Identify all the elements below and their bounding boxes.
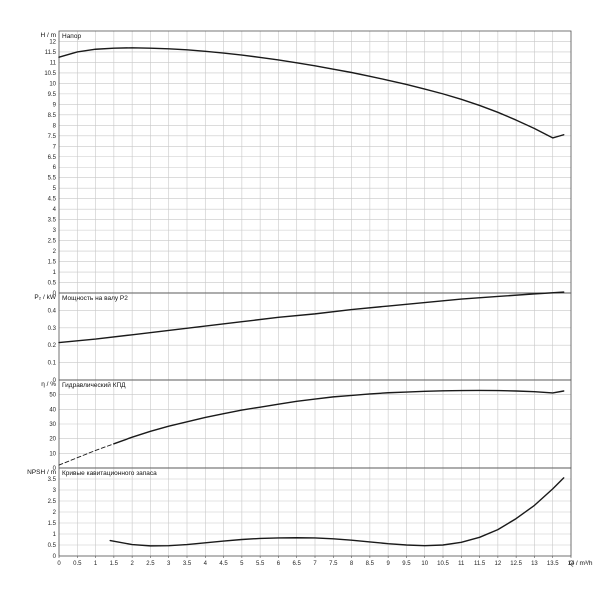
x-tick-label: 9 <box>386 561 390 567</box>
x-tick-label: 10 <box>421 561 428 567</box>
y-tick-label: 4.5 <box>48 197 57 203</box>
panel-title: Напор <box>62 33 81 40</box>
panel-title: Гидравлический КПД <box>62 381 126 389</box>
series-line-head <box>58 47 565 139</box>
panel-title: Кривые кавитационного запаса <box>62 470 157 477</box>
x-tick-label: 2.5 <box>146 561 155 567</box>
panel-efficiency: 0 10 20 30 40 50 η / % Гидравлический КПД <box>41 379 572 472</box>
x-tick-label: 13 <box>531 561 538 567</box>
y-tick-label: 1.5 <box>48 260 57 266</box>
y-tick-label: 2.5 <box>48 499 57 505</box>
y-tick-label: 12 <box>49 39 56 45</box>
x-tick-label: 7 <box>313 561 317 567</box>
y-tick-label: 2.5 <box>48 239 57 245</box>
y-tick-label: 11.5 <box>45 50 57 56</box>
y-tick-label: 0.3 <box>48 326 57 332</box>
x-tick-label: 1.5 <box>110 561 119 567</box>
series-line-efficiency <box>58 443 115 466</box>
y-tick-label: 40 <box>49 407 56 413</box>
x-tick-label: 3.5 <box>183 561 192 567</box>
y-tick-label: 7.5 <box>48 134 57 140</box>
x-tick-label: 6 <box>277 561 281 567</box>
x-tick-label: 8 <box>350 561 354 567</box>
x-tick-label: 6.5 <box>293 561 302 567</box>
x-tick-label: 2 <box>130 561 134 567</box>
y-tick-label: 7 <box>53 144 57 150</box>
y-tick-label: 0.5 <box>48 543 57 549</box>
y-tick-label: 0.4 <box>48 308 57 314</box>
y-tick-label: 3.5 <box>48 218 57 224</box>
y-tick-label: 4 <box>53 207 57 213</box>
grid-head <box>58 31 572 294</box>
x-tick-label: 13.5 <box>547 561 559 567</box>
x-tick-label: 12.5 <box>510 561 522 567</box>
y-tick-label: 50 <box>49 393 56 399</box>
y-tick-label: 11 <box>50 60 57 66</box>
x-tick-label: 7.5 <box>329 561 338 567</box>
x-axis: Q / m³/h 0 0.5 1 1.5 2 2.5 3 3.5 4 4.5 5 5.5 6 6.5 7 7.… <box>57 556 593 567</box>
x-tick-label: 4.5 <box>219 561 228 567</box>
series-line-npsh <box>109 477 565 547</box>
x-tick-label: 0.5 <box>73 561 82 567</box>
y-tick-label: 0.1 <box>48 361 57 367</box>
y-axis-label: NPSH / m <box>27 469 56 476</box>
y-tick-label: 10 <box>49 81 56 87</box>
panel-title: Мощность на валу P2 <box>62 295 128 302</box>
y-tick-label: 5 <box>53 186 57 192</box>
y-tick-label: 0 <box>53 466 57 472</box>
y-tick-label: 1 <box>53 270 57 276</box>
y-tick-label: 5.5 <box>48 176 57 182</box>
x-tick-label: 11 <box>458 561 465 567</box>
y-axis-label: P₂ / kW <box>34 294 57 301</box>
y-tick-label: 9 <box>53 102 57 108</box>
y-tick-label: 0 <box>53 554 57 560</box>
y-tick-label: 0 <box>53 291 57 297</box>
x-tick-label: 5.5 <box>256 561 265 567</box>
x-tick-label: 9.5 <box>402 561 411 567</box>
y-tick-label: 3.5 <box>48 477 57 483</box>
x-tick-label: 1 <box>94 561 98 567</box>
series-line-efficiency <box>113 389 565 445</box>
panel-head: 00.511.522.533.544.555.566.577.588.599.5… <box>40 30 572 297</box>
x-tick-label: 14 <box>568 561 575 567</box>
y-tick-label: 0 <box>53 378 57 384</box>
y-tick-label: 0.5 <box>48 281 57 287</box>
x-tick-label: 12 <box>495 561 502 567</box>
y-tick-label: 8 <box>53 123 57 129</box>
x-tick-label: 5 <box>240 561 244 567</box>
series-line-power <box>58 291 565 344</box>
y-tick-label: 10.5 <box>44 71 56 77</box>
grid-efficiency <box>58 380 572 469</box>
y-tick-label: 3 <box>53 228 57 234</box>
x-tick-label: 11.5 <box>474 561 486 567</box>
y-tick-label: 3 <box>53 488 57 494</box>
y-tick-label: 1.5 <box>48 521 57 527</box>
x-tick-label: 4 <box>204 561 208 567</box>
y-tick-label: 8.5 <box>48 113 57 119</box>
y-tick-label: 2 <box>53 510 57 516</box>
x-tick-label: 0 <box>57 561 61 567</box>
x-tick-label: 8.5 <box>366 561 375 567</box>
y-axis-label: H / m <box>40 32 56 39</box>
y-tick-label: 0.2 <box>48 343 57 349</box>
y-tick-label: 6.5 <box>48 155 57 161</box>
y-tick-label: 30 <box>49 422 56 428</box>
y-tick-label: 10 <box>49 451 56 457</box>
y-tick-label: 2 <box>53 249 57 255</box>
y-tick-label: 9.5 <box>48 92 57 98</box>
x-tick-label: 3 <box>167 561 171 567</box>
x-tick-label: 10.5 <box>437 561 449 567</box>
y-tick-label: 20 <box>49 437 56 443</box>
x-axis-label: Q / m³/h <box>569 560 593 567</box>
y-tick-label: 6 <box>53 165 57 171</box>
y-axis-label: η / % <box>41 381 56 388</box>
y-tick-label: 1 <box>53 532 57 538</box>
